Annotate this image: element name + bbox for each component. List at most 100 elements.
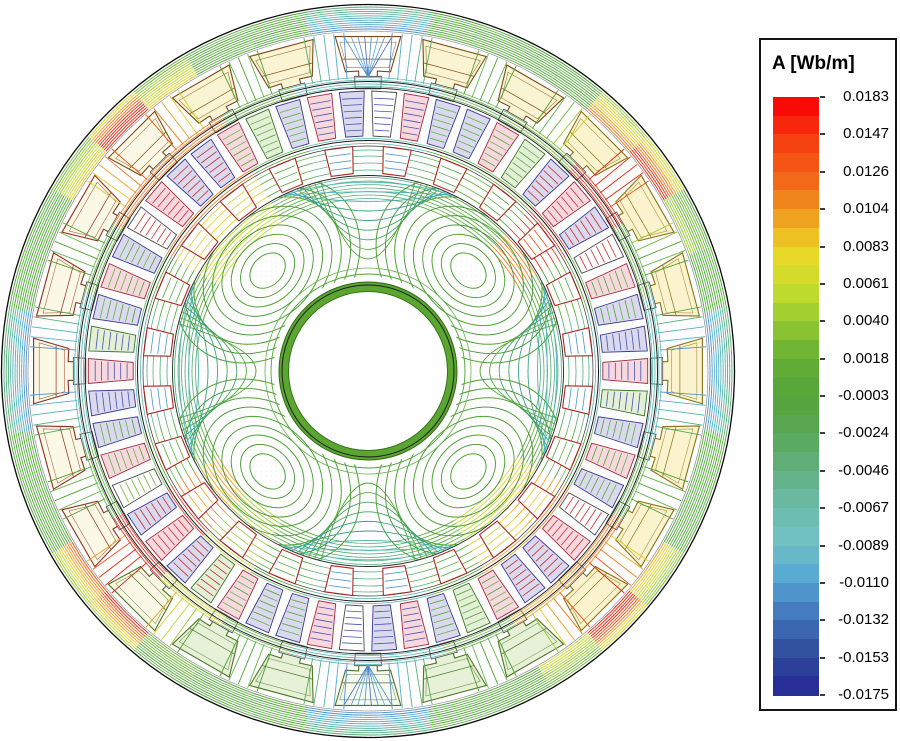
legend-colorband <box>773 601 819 621</box>
legend-tick <box>820 170 825 173</box>
armature-slot <box>573 468 625 509</box>
legend-value: -0.0175 <box>838 686 889 703</box>
legend-value: 0.0061 <box>843 274 889 292</box>
legend-title: A [Wb/m] <box>772 53 855 74</box>
armature-slot <box>541 514 591 561</box>
legend-tick <box>820 133 825 136</box>
legend-colorband <box>773 396 819 416</box>
legend-colorband <box>773 489 819 509</box>
legend-value: -0.0003 <box>838 387 889 404</box>
legend-value: 0.0040 <box>843 312 889 330</box>
armature-slot <box>145 514 195 561</box>
stator-slot <box>334 36 402 79</box>
damper-box <box>478 183 517 222</box>
legend-tick <box>820 507 825 510</box>
legend-value: -0.0067 <box>838 499 889 517</box>
legend-tick <box>820 208 825 211</box>
armature-slot <box>216 121 259 173</box>
legend-tick <box>820 96 825 98</box>
damper-boxes <box>142 145 594 597</box>
legend-colorband <box>773 638 819 659</box>
legend-colorband <box>773 283 819 304</box>
armature-slot <box>88 389 137 417</box>
legend-tick <box>820 395 825 397</box>
armature-slot <box>166 535 214 584</box>
legend-colorband <box>773 134 819 154</box>
damper-box <box>517 481 556 520</box>
iron-texture <box>1 4 735 738</box>
armature-slot <box>522 535 570 584</box>
legend-tick <box>820 432 825 435</box>
armature-slot <box>558 206 610 250</box>
legend-colorband <box>773 302 819 322</box>
damper-box <box>517 222 556 261</box>
legend-value: -0.0110 <box>839 573 889 591</box>
legend-colorbar <box>773 97 819 696</box>
legend-value: -0.0089 <box>838 536 889 554</box>
legend-colorband <box>773 209 819 229</box>
stator-slot <box>33 337 76 405</box>
inner-boundary <box>135 138 601 604</box>
legend-colorband <box>773 508 819 528</box>
armature-slot <box>126 206 178 250</box>
legend-value: 0.0183 <box>843 88 889 105</box>
damper-box <box>154 271 191 307</box>
legend-tick <box>820 282 825 285</box>
damper-box <box>219 183 258 222</box>
legend-value: -0.0024 <box>838 424 889 442</box>
stator-slot <box>660 337 703 405</box>
legend-tick <box>820 694 825 696</box>
armature-slot <box>111 233 163 274</box>
damper-box <box>180 222 219 261</box>
legend-colorband <box>773 470 819 490</box>
legend-tick <box>820 245 825 248</box>
damper-box <box>154 435 191 471</box>
armature-slot <box>593 416 644 449</box>
legend-value: 0.0126 <box>843 162 889 180</box>
armature-slot <box>245 108 284 160</box>
legend-colorband <box>773 377 819 397</box>
legend-colorband <box>773 265 819 285</box>
armature-slot <box>593 293 644 326</box>
legend-value: 0.0147 <box>843 125 889 143</box>
legend-colorband <box>773 564 819 584</box>
armature-slot <box>306 600 337 650</box>
legend-value: -0.0046 <box>838 461 889 479</box>
armature-slot <box>87 358 134 384</box>
legend-colorband <box>773 171 819 191</box>
armature-slot <box>111 468 163 509</box>
armature-slot <box>371 90 398 138</box>
armature-slot <box>190 553 236 604</box>
armature-slot <box>145 181 195 228</box>
legend-colorband <box>773 358 819 378</box>
armature-slot <box>452 108 491 160</box>
armature-slot <box>88 325 137 353</box>
shaft-bore <box>279 282 457 460</box>
armature-slot <box>599 325 648 353</box>
legend-colorband <box>773 545 819 565</box>
legend-colorband <box>773 433 819 453</box>
armature-slot <box>522 158 570 207</box>
stator-slot <box>334 663 402 706</box>
armature-slot <box>477 121 520 173</box>
legend-tick <box>820 581 825 584</box>
legend-colorband <box>773 190 819 210</box>
legend-tick <box>820 469 825 472</box>
legend-colorband <box>773 676 819 696</box>
stator-yoke-contours <box>0 3 736 739</box>
legend-colorband <box>773 620 819 640</box>
legend-tick <box>820 619 825 622</box>
armature-slot <box>338 604 365 652</box>
legend-colorband <box>773 153 819 173</box>
legend-colorband <box>773 97 819 117</box>
armature-slot <box>558 492 610 536</box>
damper-box <box>432 157 468 194</box>
legend-colorband <box>773 414 819 434</box>
armature-slot <box>452 582 491 634</box>
shaft <box>264 267 472 475</box>
armature-slot <box>92 416 143 449</box>
legend-value: -0.0153 <box>838 648 889 666</box>
damper-box <box>478 520 517 559</box>
